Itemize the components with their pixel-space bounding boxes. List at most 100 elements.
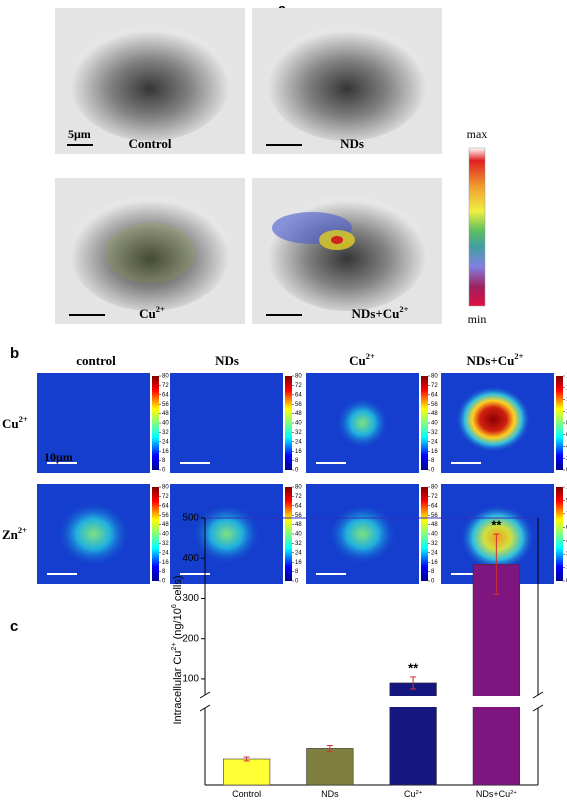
colorbar-tick-label: 8 [295, 569, 299, 575]
y-tick-label: 300 [182, 593, 199, 604]
colorbar-tick-label: 64 [431, 392, 438, 398]
colorbar-tick-label: 0 [295, 579, 299, 585]
colorbar-tick-label: 8 [162, 569, 166, 575]
colorbar [468, 147, 486, 307]
text-part: Control [232, 789, 261, 799]
colorbar-tick-label: 48 [295, 411, 302, 417]
heatmap [170, 373, 283, 473]
significance: ** [491, 518, 502, 533]
heatmap-signal [331, 393, 394, 453]
colorbar-tick-label: 0 [431, 468, 435, 474]
image-label: Control [128, 136, 171, 151]
colorbar-tick-label: 64 [295, 503, 302, 509]
colorbar-tick-label: 16 [162, 449, 169, 455]
break-mark [532, 704, 544, 712]
superscript: 2+ [416, 790, 423, 796]
x-tick-label: Control [232, 789, 261, 799]
colorbar [152, 487, 159, 581]
colorbar [556, 487, 563, 581]
colorbar-tick-label: 8 [431, 569, 435, 575]
column-label: NDs [215, 353, 239, 368]
colorbar-tick-label: 56 [431, 402, 438, 408]
colorbar-tick-label: 8 [295, 458, 299, 464]
colorbar [556, 376, 563, 470]
colorbar-tick-label: 64 [162, 503, 169, 509]
colorbar-tick-label: 0 [162, 468, 166, 474]
image-label: NDs+Cu2+ [352, 304, 409, 321]
colorbar [421, 487, 428, 581]
break-mark [199, 691, 211, 699]
colorbar-tick-label: 72 [295, 383, 302, 389]
colorbar-tick-label: 40 [162, 421, 169, 427]
colorbar-tick-label: 32 [431, 430, 438, 436]
colorbar-tick-label: 48 [431, 522, 438, 528]
colorbar-tick-label: 24 [431, 439, 438, 445]
text-part: NDs+Cu [467, 353, 515, 368]
superscript: 2+ [510, 790, 517, 796]
text-part: NDs+Cu [476, 789, 510, 799]
colorbar-tick-label: 48 [431, 411, 438, 417]
colorbar-max: max [467, 127, 488, 141]
significance: ** [408, 660, 419, 675]
cell [70, 25, 230, 141]
superscript: 2+ [19, 414, 28, 424]
heatmap-signal [455, 385, 540, 461]
colorbar-tick-label: 24 [295, 439, 302, 445]
colorbar-tick-label: 80 [295, 485, 302, 491]
heatmap-signal [51, 496, 136, 572]
heatmap [37, 373, 150, 473]
signal [105, 223, 195, 283]
colorbar-tick-label: 64 [295, 392, 302, 398]
colorbar-min: min [468, 312, 487, 326]
text-part: NDs [215, 353, 239, 368]
colorbar-tick-label: 0 [295, 468, 299, 474]
panel-label: c [10, 618, 18, 635]
cell [267, 195, 427, 311]
colorbar-tick-label: 32 [431, 541, 438, 547]
column-label: Cu2+ [349, 351, 375, 368]
image-label: Cu2+ [139, 304, 165, 321]
column-label: NDs+Cu2+ [467, 351, 524, 368]
x-tick-label: NDs [321, 789, 339, 799]
superscript: 6 [170, 604, 178, 608]
colorbar-tick-label: 72 [162, 383, 169, 389]
colorbar-tick-label: 8 [162, 458, 166, 464]
text-part: Intracellular Cu [172, 651, 184, 725]
colorbar [421, 376, 428, 470]
heatmap-signal [322, 499, 403, 569]
cell [267, 25, 427, 141]
colorbar-tick-label: 56 [431, 513, 438, 519]
colorbar-tick-label: 16 [431, 560, 438, 566]
text-part: cells) [172, 575, 184, 604]
panel-label: b [10, 345, 19, 362]
heatmap-signal [186, 499, 267, 569]
colorbar [285, 376, 292, 470]
axis-break [199, 696, 544, 707]
superscript: 2+ [170, 642, 178, 650]
colorbar-tick-label: 24 [431, 550, 438, 556]
colorbar-tick-label: 0 [431, 579, 435, 585]
text-part: Zn [2, 527, 19, 542]
colorbar-tick-label: 80 [162, 485, 169, 491]
colorbar-tick-label: 56 [295, 513, 302, 519]
colorbar-tick-label: 72 [431, 494, 438, 500]
heatmap-noise [170, 373, 283, 473]
text-part: (ng/10 [172, 608, 184, 642]
bar [472, 563, 520, 786]
colorbar-tick-label: 72 [295, 494, 302, 500]
text-part: Cu [349, 353, 366, 368]
colorbar-tick-label: 40 [431, 421, 438, 427]
text-part: Cu [139, 306, 156, 321]
colorbar-tick-label: 16 [295, 560, 302, 566]
y-axis-label: Intracellular Cu2+ (ng/106 cells) [170, 575, 184, 724]
colorbar-tick-label: 56 [162, 402, 169, 408]
colorbar-tick-label: 64 [162, 392, 169, 398]
column-label: control [76, 353, 116, 368]
colorbar-tick-label: 40 [431, 532, 438, 538]
colorbar-tick-label: 40 [295, 532, 302, 538]
text-part: NDs [321, 789, 339, 799]
break-mark [199, 704, 211, 712]
colorbar-tick-label: 72 [162, 494, 169, 500]
text-part: Cu [2, 416, 19, 431]
